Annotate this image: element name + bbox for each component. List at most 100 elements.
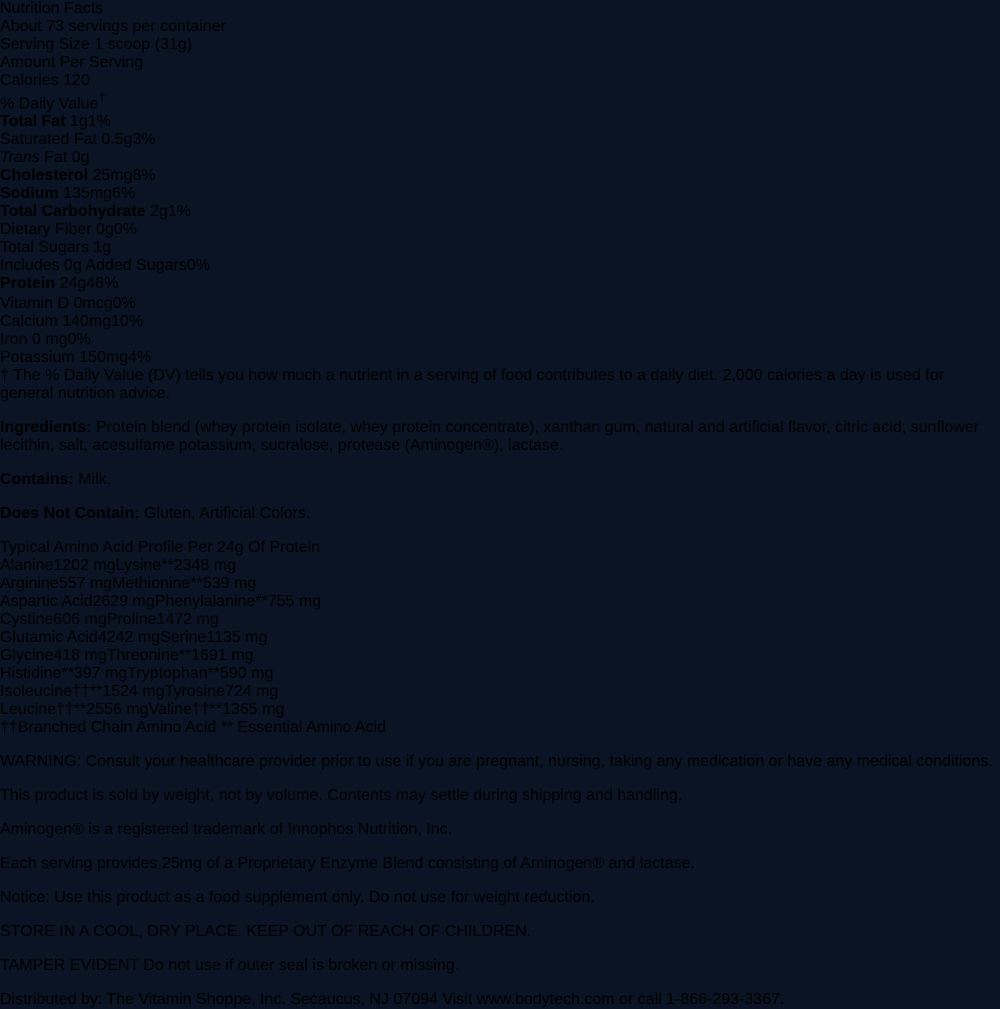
nutrient-rows: Total Fat 1g1% Saturated Fat 0.5g3% Trans … (0, 113, 1000, 293)
amino-name: Histidine** (0, 665, 74, 683)
footnote-text: The % Daily Value (DV) tells you how muc… (0, 367, 944, 403)
amino-value: 1524 mg (102, 683, 165, 701)
does-not-contain-label: Does Not Contain: (0, 505, 140, 523)
distributor-block: Distributed by: The Vitamin Shoppe, Inc.… (0, 991, 785, 1009)
amino-name: Glutamic Acid (0, 629, 98, 647)
nutrient-row: Includes 0g Added Sugars0% (0, 257, 1000, 275)
legend-eaa: ** Essential Amino Acid (220, 719, 387, 737)
amino-value: 724 mg (225, 683, 279, 701)
does-not-contain-text: Gluten, Artificial Colors. (139, 505, 311, 523)
nutrient-percent: 4% (128, 349, 152, 367)
nutrient-amount: 135mg (58, 185, 113, 203)
contains-paragraph: Contains: Milk. (0, 471, 1000, 489)
amino-name: Lysine** (115, 557, 174, 575)
nutrient-row: Iron 0 mg0% (0, 331, 1000, 349)
trademark-paragraph: Aminogen® is a registered trademark of I… (0, 821, 453, 839)
amino-row: Histidine**397 mgTryptophan**590 mg (0, 665, 1000, 683)
amino-value: 1202 mg (53, 557, 116, 575)
amino-row: Isoleucine††**1524 mgTyrosine724 mg (0, 683, 1000, 701)
nutrient-percent: 3% (132, 131, 156, 149)
nutrient-row: Total Carbohydrate 2g1% (0, 203, 1000, 221)
nutrient-label: Total Sugars 1g (0, 239, 111, 256)
ingredients-section: Ingredients: Protein blend (whey protein… (0, 419, 1000, 523)
nutrient-label: Protein 24g (0, 275, 86, 292)
nutrient-amount: 2g (145, 203, 168, 221)
nutrient-amount: 25mg (88, 167, 133, 185)
nutrient-row: Potassium 150mg4% (0, 349, 1000, 367)
amino-row: Leucine††**2556 mgValine††**1365 mg (0, 701, 1000, 719)
amount-per-serving-label: Amount Per Serving (0, 54, 144, 71)
amino-value: 418 mg (53, 647, 107, 665)
nutrient-label: Sodium 135mg (0, 185, 112, 202)
nutrient-percent: 10% (111, 313, 144, 331)
storage-paragraph: STORE IN A COOL, DRY PLACE. KEEP OUT OF … (0, 923, 532, 941)
amino-name: Leucine††** (0, 701, 87, 719)
footnote-dagger: † (0, 367, 9, 385)
nutrient-label: Total Fat 1g (0, 113, 88, 130)
amino-value: 606 mg (53, 611, 107, 629)
nutrient-percent: 0% (186, 257, 210, 275)
nutrient-row: Total Sugars 1g (0, 239, 1000, 257)
nutrient-amount: Total Sugars 1g (0, 239, 112, 257)
amino-name: Threonine** (106, 647, 192, 665)
footnote: † The % Daily Value (DV) tells you how m… (0, 367, 1000, 403)
nutrient-label: Cholesterol 25mg (0, 167, 132, 184)
nutrient-name: Total Carbohydrate (0, 203, 146, 221)
amino-value: 1135 mg (206, 629, 268, 647)
amino-name: Glycine (0, 647, 54, 665)
amino-value: 539 mg (202, 575, 257, 593)
nutrient-label: Calcium 140mg (0, 313, 111, 330)
nutrient-row: Protein 24g48% (0, 275, 1000, 293)
amino-row: Glutamic Acid4242 mgSerine1135 mg (0, 629, 1000, 647)
nutrient-row: Saturated Fat 0.5g3% (0, 131, 1000, 149)
serving-size-label: Serving Size (0, 36, 90, 53)
nutrient-label: Potassium 150mg (0, 349, 128, 366)
nutrient-row: Total Fat 1g1% (0, 113, 1000, 131)
nutrient-percent: 1% (87, 113, 111, 131)
nutrition-facts-panel: Nutrition Facts About 73 servings per co… (0, 0, 1000, 403)
amino-name: Valine††** (148, 701, 223, 719)
amino-value: 4242 mg (97, 629, 161, 647)
nutrient-name: Sodium (0, 185, 59, 203)
nutrient-amount: Dietary Fiber 0g (0, 221, 114, 239)
nutrient-row: Dietary Fiber 0g0% (0, 221, 1000, 239)
nutrient-percent: 0% (112, 295, 136, 313)
nutrient-row: Trans Fat 0g (0, 149, 1000, 167)
amino-row: Arginine557 mgMethionine**539 mg (0, 575, 1000, 593)
nutrient-percent: 0% (67, 331, 91, 349)
nutrient-label: Total Carbohydrate 2g (0, 203, 168, 220)
amino-row: Cystine606 mgProline1472 mg (0, 611, 1000, 629)
nutrient-amount: 24g (55, 275, 87, 293)
nutrient-amount: Iron 0 mg (0, 331, 68, 349)
nutrient-label: Vitamin D 0mcg (0, 295, 113, 312)
nutrient-amount: Includes 0g Added Sugars (0, 257, 187, 275)
amino-value: 1691 mg (191, 647, 254, 665)
amino-value: 590 mg (219, 665, 274, 683)
amino-value: 755 mg (267, 593, 322, 611)
amino-name: Arginine (0, 575, 59, 593)
amino-value: 1472 mg (156, 611, 219, 629)
nutrient-row: Vitamin D 0mcg0% (0, 295, 1000, 313)
serving-size-value: 1 scoop (31g) (94, 36, 193, 53)
amino-legend: ††Branched Chain Amino Acid ** Essential… (0, 719, 1000, 737)
info-paragraphs: WARNING: Consult your healthcare provide… (0, 753, 1000, 975)
nutrient-amount: 1g (65, 113, 88, 131)
nutrient-percent: 8% (132, 167, 156, 185)
nutrient-percent: 6% (112, 185, 136, 203)
nutrient-name: Total Fat (0, 113, 66, 131)
vitamin-rows: Vitamin D 0mcg0% Calcium 140mg10% Iron 0 m… (0, 295, 1000, 367)
amino-name: Isoleucine††** (0, 683, 103, 701)
nutrient-row: Sodium 135mg6% (0, 185, 1000, 203)
nutrient-percent: 0% (113, 221, 137, 239)
amino-name: Aspartic Acid (0, 593, 93, 611)
daily-value-label: % Daily Value (0, 95, 99, 113)
nutrient-amount: Saturated Fat 0.5g (0, 131, 133, 149)
sold-by-weight-paragraph: This product is sold by weight, not by v… (0, 787, 683, 805)
nutrient-amount: Vitamin D 0mcg (0, 295, 113, 313)
amino-value: 2629 mg (92, 593, 155, 611)
contains-text: Milk. (73, 471, 112, 489)
ingredients-paragraph: Ingredients: Protein blend (whey protein… (0, 419, 1000, 455)
nutrient-row: Cholesterol 25mg8% (0, 167, 1000, 185)
